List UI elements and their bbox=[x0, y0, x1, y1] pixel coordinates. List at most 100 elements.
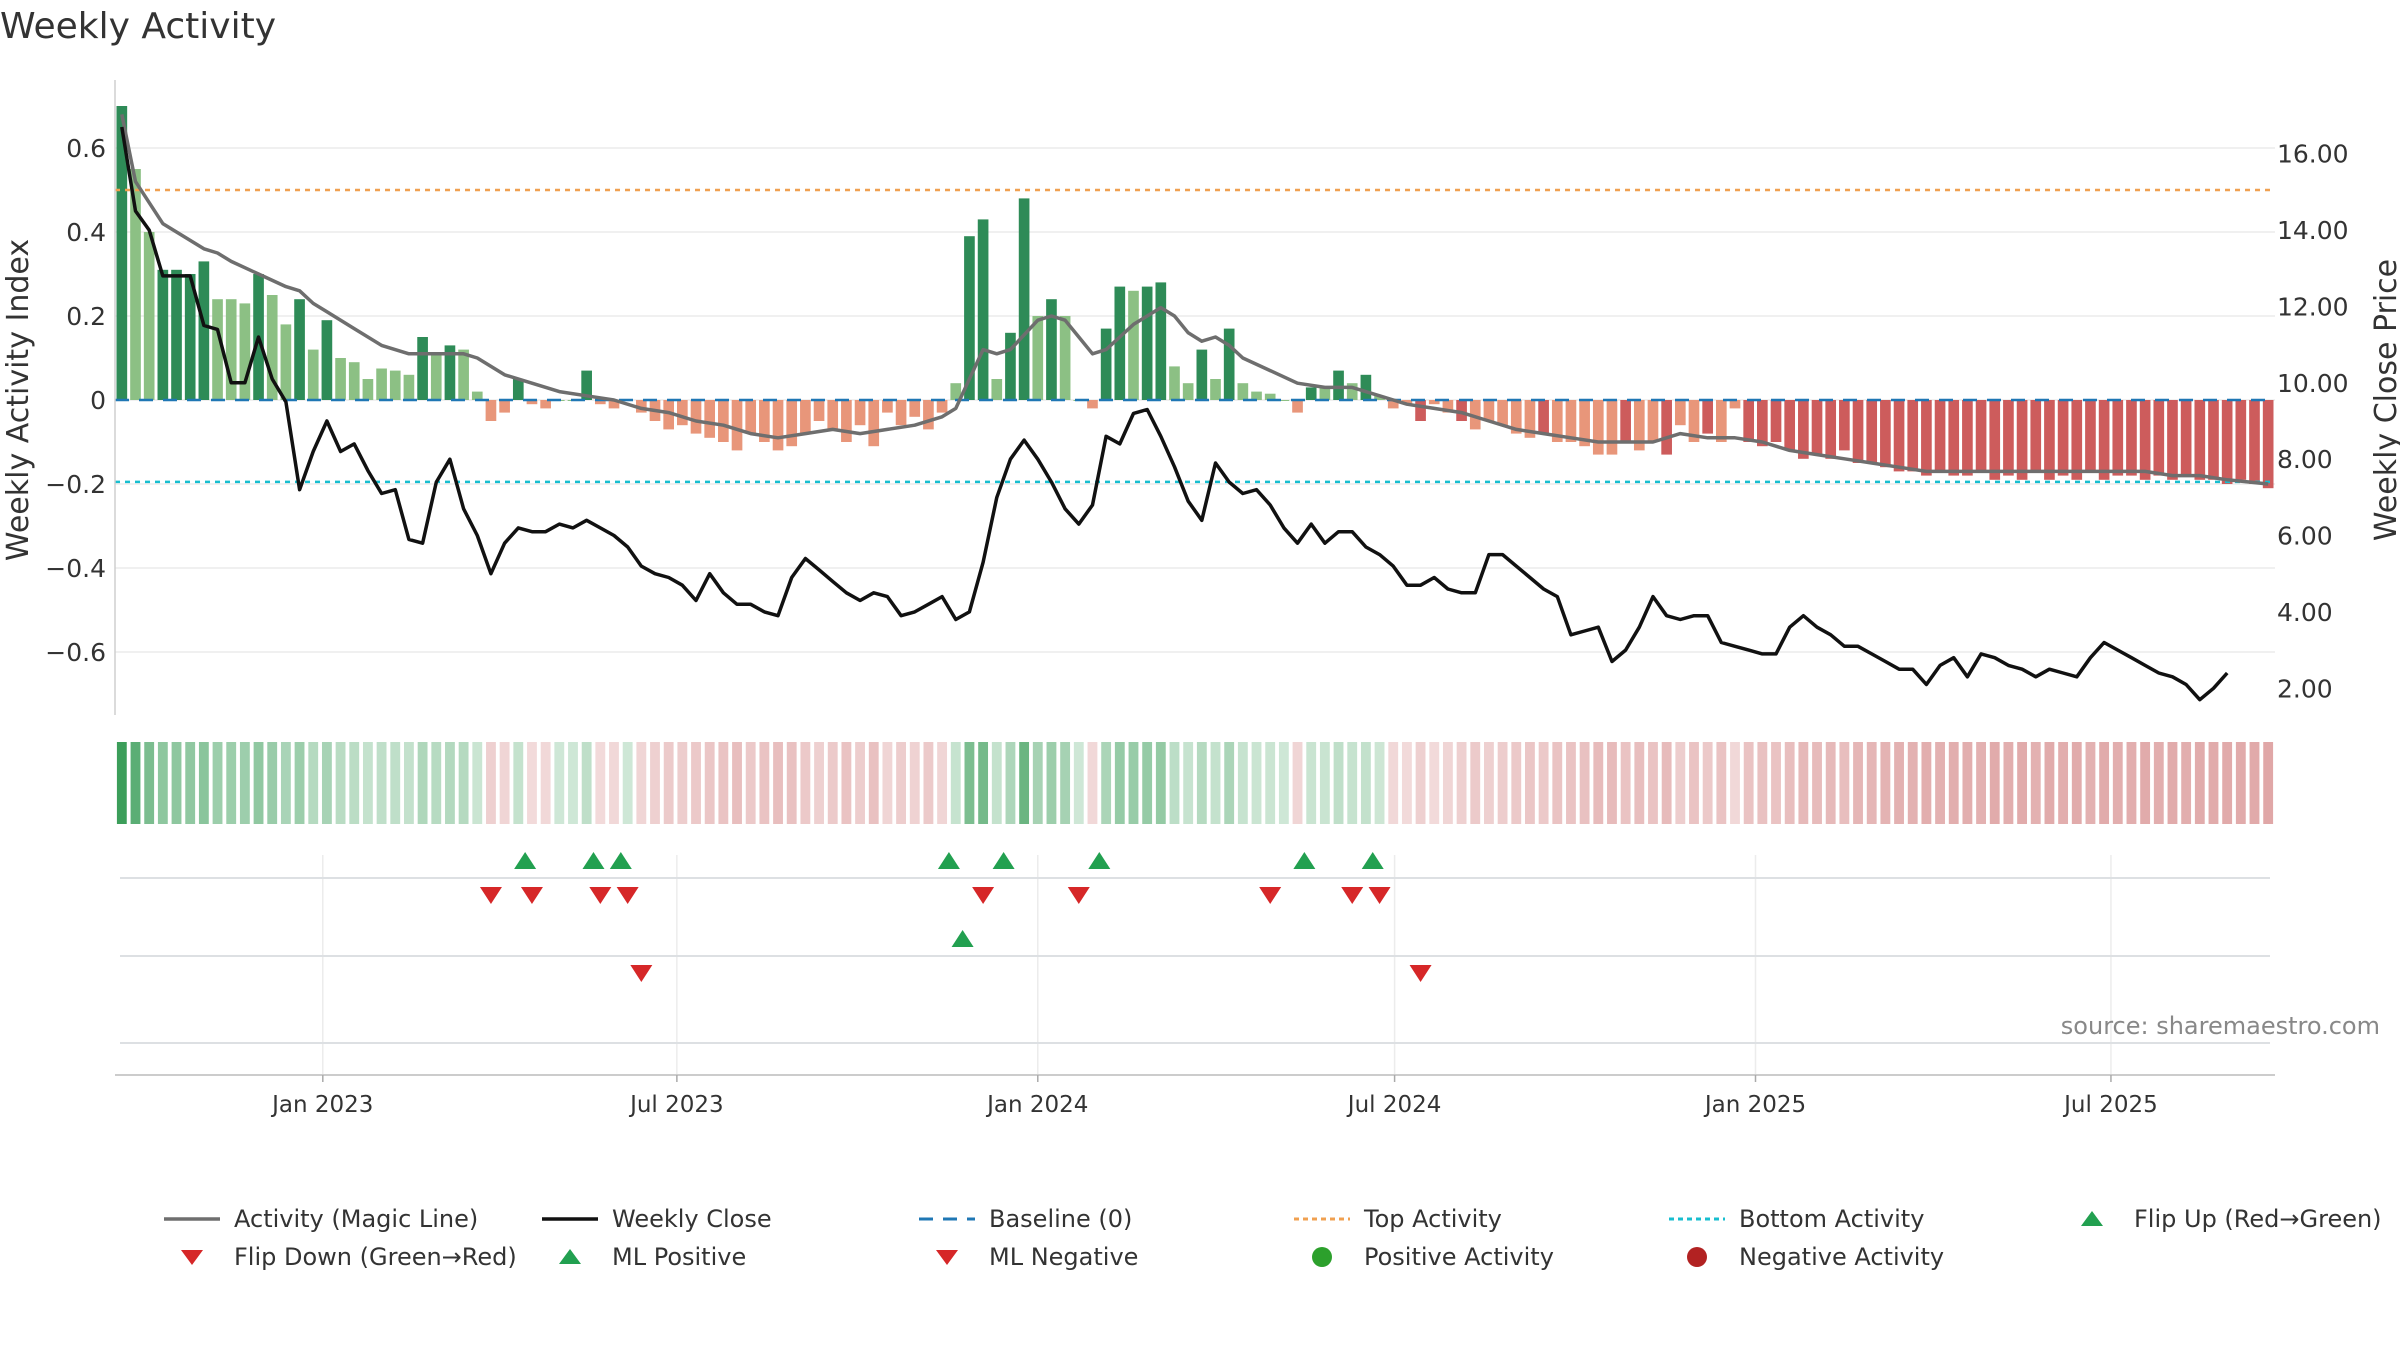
legend-label: ML Positive bbox=[612, 1243, 747, 1271]
heat-cell bbox=[827, 742, 838, 824]
activity-bar bbox=[1169, 366, 1180, 400]
legend-item-close: Weekly Close bbox=[538, 1205, 772, 1233]
activity-bar bbox=[212, 299, 223, 400]
activity-bar bbox=[1866, 400, 1878, 463]
activity-bar bbox=[841, 400, 852, 442]
heat-cell bbox=[1853, 742, 1863, 824]
activity-bar bbox=[1442, 400, 1454, 413]
activity-bar bbox=[923, 400, 934, 430]
down-triangle-marker bbox=[616, 887, 639, 904]
heat-cell bbox=[663, 742, 674, 824]
heat-cell bbox=[267, 742, 278, 824]
activity-bar bbox=[499, 400, 510, 413]
activity-bar bbox=[1633, 400, 1645, 451]
activity-bar bbox=[1360, 374, 1372, 400]
baseline-legend-symbol bbox=[919, 1217, 975, 1221]
activity-bar bbox=[745, 400, 757, 434]
heat-cell bbox=[1484, 742, 1494, 824]
heat-cell bbox=[1333, 742, 1344, 824]
heat-cell bbox=[321, 742, 332, 824]
heat-cell bbox=[1237, 742, 1248, 824]
heat-cell bbox=[513, 742, 524, 824]
activity-bar bbox=[1839, 400, 1850, 451]
activity-bar bbox=[1743, 400, 1755, 442]
activity-bar bbox=[1456, 400, 1467, 421]
activity-bar bbox=[1087, 400, 1098, 409]
down-triangle-marker bbox=[479, 887, 502, 904]
reference-lines bbox=[115, 188, 2275, 484]
activity-bar bbox=[2030, 400, 2042, 472]
legend-label: ML Negative bbox=[989, 1243, 1139, 1271]
activity-bar bbox=[348, 362, 360, 400]
heat-cell bbox=[1114, 742, 1125, 824]
activity-bar bbox=[1141, 286, 1153, 400]
left-tick-label: 0.4 bbox=[66, 218, 106, 247]
heat-cell bbox=[1538, 742, 1549, 824]
activity-bar bbox=[430, 353, 442, 400]
activity-bar bbox=[1510, 400, 1522, 434]
x-tick-label: Jan 2023 bbox=[270, 1092, 373, 1118]
activity-bar bbox=[1661, 400, 1672, 455]
heat-cell bbox=[2058, 742, 2069, 824]
legend: Activity (Magic Line) Weekly Close Baselin… bbox=[160, 1205, 2400, 1315]
activity-bar bbox=[512, 379, 524, 400]
activity-bar bbox=[1921, 400, 1932, 476]
activity-bar bbox=[1155, 282, 1167, 400]
heat-cell bbox=[1265, 742, 1276, 824]
heat-cell bbox=[1046, 742, 1057, 824]
activity-bar bbox=[540, 400, 551, 409]
activity-bar bbox=[1825, 400, 1837, 459]
heat-cell bbox=[1032, 742, 1043, 824]
activity-bar bbox=[266, 295, 278, 400]
heat-cell bbox=[1155, 742, 1166, 824]
activity-bar bbox=[991, 379, 1003, 400]
heat-cell bbox=[171, 742, 182, 824]
heat-cell bbox=[2085, 742, 2096, 824]
heat-cell bbox=[376, 742, 387, 824]
activity-bar bbox=[759, 400, 770, 442]
activity-bar bbox=[1223, 328, 1235, 400]
activity-bar bbox=[1210, 379, 1221, 400]
activity-bar bbox=[936, 400, 948, 413]
activity-bar bbox=[116, 106, 128, 400]
heat-cell bbox=[991, 742, 1002, 824]
heat-cell bbox=[417, 742, 428, 824]
heat-cell bbox=[1935, 742, 1945, 824]
heat-cell bbox=[1634, 742, 1645, 824]
heat-cell bbox=[1948, 742, 1959, 824]
legend-label: Activity (Magic Line) bbox=[234, 1205, 479, 1233]
heat-cell bbox=[868, 742, 879, 824]
heat-cell bbox=[595, 742, 606, 824]
heat-cell bbox=[239, 742, 250, 824]
flip_up-legend-symbol bbox=[2081, 1211, 2103, 1226]
activity-bar bbox=[594, 400, 606, 405]
activity-bar bbox=[718, 400, 729, 442]
activity-bar bbox=[1962, 400, 1973, 476]
heat-cell bbox=[2194, 742, 2205, 824]
heat-cell bbox=[1620, 742, 1631, 824]
heat-cell bbox=[1579, 742, 1590, 824]
heat-cell bbox=[1306, 742, 1317, 824]
gridlines bbox=[115, 147, 2275, 1075]
heat-cell bbox=[1675, 742, 1686, 824]
activity-bar bbox=[827, 400, 839, 430]
heat-cell bbox=[568, 742, 578, 824]
activity-bar bbox=[1606, 400, 1618, 455]
heat-cell bbox=[1060, 742, 1071, 824]
heat-cell bbox=[2153, 742, 2164, 824]
activity-bar bbox=[690, 400, 702, 434]
heat-cell bbox=[636, 742, 647, 824]
activity-bar bbox=[1934, 400, 1946, 472]
activity-bar bbox=[1893, 400, 1905, 472]
heat-cell bbox=[2222, 742, 2233, 824]
left-tick-label: −0.2 bbox=[45, 470, 106, 499]
heat-cell bbox=[1989, 742, 2000, 824]
heat-cell bbox=[2249, 742, 2260, 824]
activity-bar bbox=[1305, 387, 1317, 400]
activity-bar bbox=[1319, 387, 1331, 400]
heat-cell bbox=[1169, 742, 1180, 824]
weekly-close-line bbox=[120, 126, 2229, 702]
activity-bar bbox=[1757, 400, 1768, 447]
activity-bar bbox=[1196, 349, 1208, 400]
heat-cell bbox=[1224, 742, 1235, 824]
